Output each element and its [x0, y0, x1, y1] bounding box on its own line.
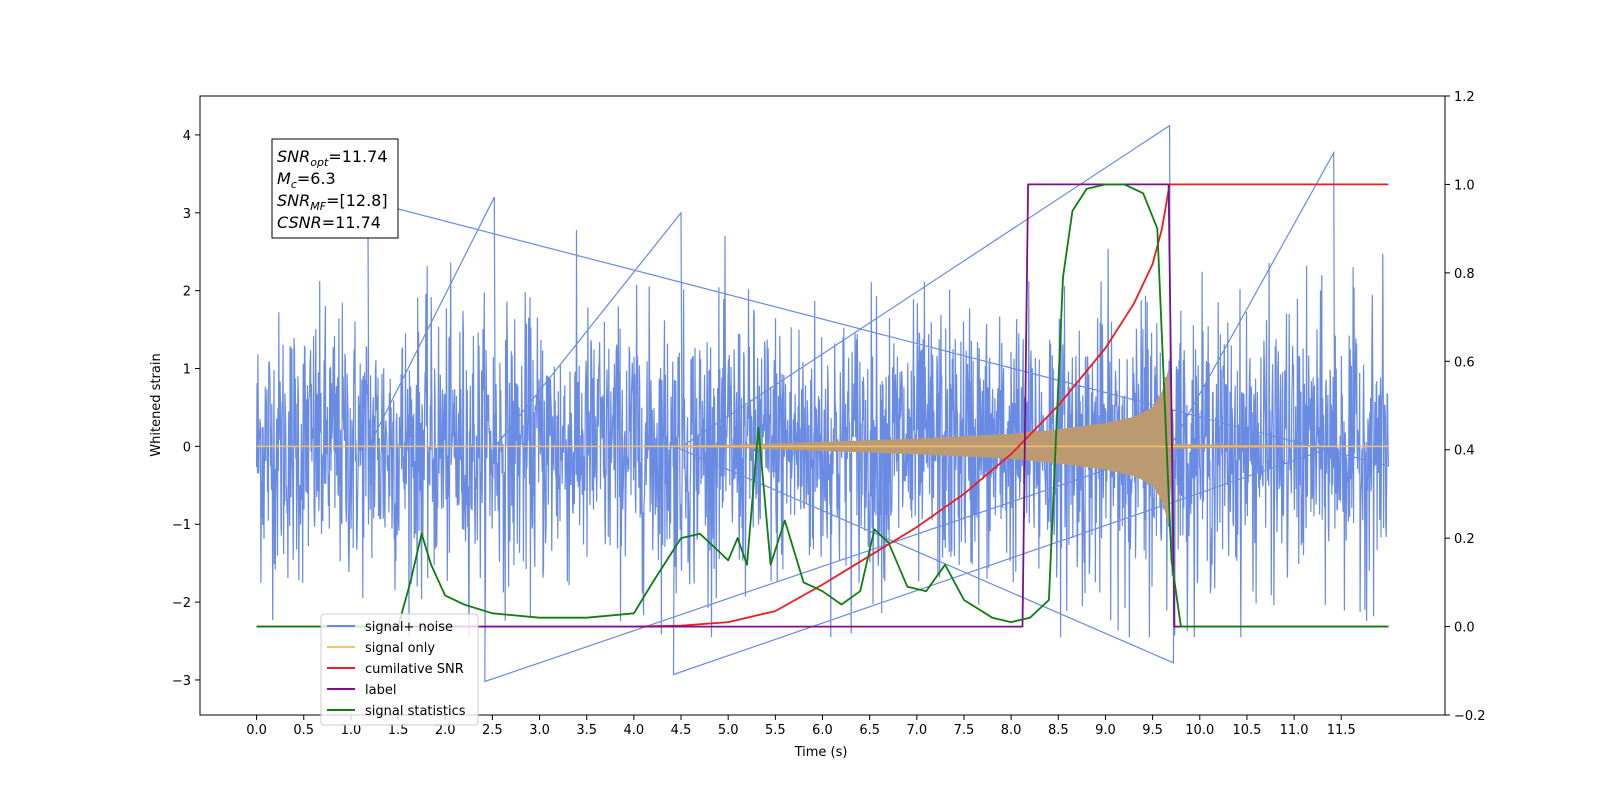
y-right-tick-label: 0.2: [1454, 532, 1475, 547]
y-left-tick-label: −1: [172, 518, 191, 533]
x-tick-label: 11.5: [1327, 723, 1356, 738]
annotation-line: Mc=6.3: [277, 169, 336, 191]
y-right-tick-label: −0.2: [1454, 709, 1486, 724]
legend-entry: signal+ noise: [365, 620, 453, 635]
x-tick-label: 5.5: [765, 723, 786, 738]
x-tick-label: 3.5: [576, 723, 597, 738]
y-right-tick-label: 0.0: [1454, 621, 1475, 636]
legend: signal+ noise signal only cumilative SNR la…: [320, 613, 479, 726]
x-tick-label: 7.5: [954, 723, 975, 738]
series-signal-noise: [256, 124, 1390, 683]
x-tick-label: 2.0: [435, 723, 456, 738]
x-tick-label: 1.0: [341, 723, 362, 738]
y-left-tick-label: −2: [172, 596, 191, 611]
annotation-line: SNRopt=11.74: [277, 147, 388, 169]
x-tick-label: 8.0: [1001, 723, 1022, 738]
plot-area: [256, 124, 1390, 683]
x-tick-label: 10.0: [1185, 723, 1214, 738]
y-right-tick-label: 0.8: [1454, 267, 1475, 282]
y-right-tick-label: 1.2: [1454, 90, 1475, 105]
x-tick-label: 2.5: [482, 723, 503, 738]
x-tick-label: 1.5: [388, 723, 409, 738]
series-signal-statistics: [256, 183, 1389, 628]
x-tick-label: 3.0: [529, 723, 550, 738]
legend-entry: label: [365, 683, 396, 698]
y-left-tick-label: 3: [183, 207, 191, 222]
x-tick-label: 0.5: [293, 723, 314, 738]
legend-entry: cumilative SNR: [365, 662, 464, 677]
x-tick-label: 7.0: [906, 723, 927, 738]
annotation-box: [271, 138, 399, 239]
y-right-tick-label: 0.6: [1454, 355, 1475, 370]
y-right-tick-label: 0.4: [1454, 444, 1475, 459]
x-tick-label: 6.5: [859, 723, 880, 738]
x-tick-label: 8.5: [1048, 723, 1069, 738]
axes: 0.0 0.5 1.0 1.5 2.0 2.5 3.0 3.5 4.0 4.5 5.0 5.5 6.0 6…: [172, 90, 1486, 738]
x-tick-label: 4.0: [624, 723, 645, 738]
annotation-line: SNRMF=[12.8]: [277, 191, 388, 213]
y-left-tick-label: −3: [172, 674, 191, 689]
x-tick-label: 9.5: [1142, 723, 1163, 738]
legend-entry: signal statistics: [365, 704, 466, 719]
y-axis-label-left: Whitened strain: [149, 353, 164, 456]
x-tick-label: 11.0: [1280, 723, 1309, 738]
x-tick-label: 9.0: [1095, 723, 1116, 738]
x-tick-label: 4.5: [671, 723, 692, 738]
x-tick-label: 10.5: [1232, 723, 1261, 738]
y-left-tick-label: 2: [183, 285, 191, 300]
y-right-tick-label: 1.0: [1454, 178, 1475, 193]
x-tick-label: 0.0: [246, 723, 267, 738]
legend-box: [320, 613, 479, 726]
x-tick-label: 5.0: [718, 723, 739, 738]
y-left-tick-label: 0: [183, 440, 191, 455]
y-left-tick-label: 1: [183, 363, 191, 378]
series-cumulative-snr: [256, 183, 1389, 628]
x-tick-label: 6.0: [812, 723, 833, 738]
annotation-line: CSNR=11.74: [277, 213, 381, 232]
y-left-tick-label: 4: [183, 129, 191, 144]
legend-entry: signal only: [365, 641, 435, 656]
x-axis-label: Time (s): [794, 745, 848, 760]
